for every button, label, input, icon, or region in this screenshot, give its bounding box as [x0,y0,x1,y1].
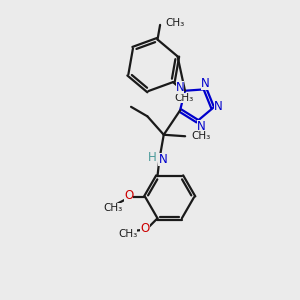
Text: N: N [158,153,167,166]
Text: CH₃: CH₃ [118,229,137,239]
Text: CH₃: CH₃ [165,18,185,28]
Text: CH₃: CH₃ [103,202,123,213]
Text: O: O [124,190,133,202]
Text: O: O [140,222,150,235]
Text: CH₃: CH₃ [174,93,194,103]
Text: N: N [197,120,206,133]
Text: CH₃: CH₃ [191,131,210,141]
Text: N: N [214,100,223,113]
Text: N: N [176,81,184,94]
Text: H: H [148,152,157,164]
Text: N: N [201,77,210,90]
